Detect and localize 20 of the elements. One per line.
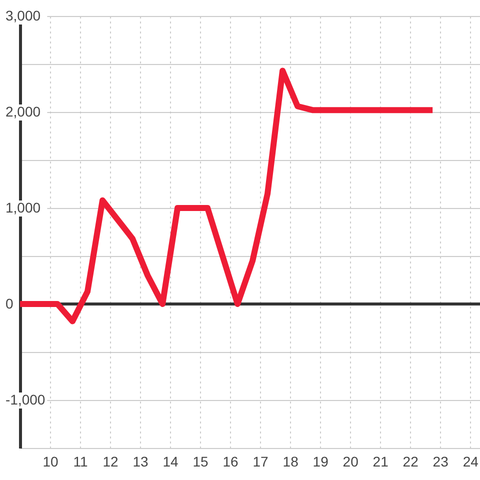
x-tick-label: 15: [192, 454, 209, 470]
x-tick-label: 20: [342, 454, 359, 470]
y-tick-label: 2,000: [6, 104, 41, 120]
x-tick-label: 12: [102, 454, 119, 470]
y-tick-label: 1,000: [6, 200, 41, 216]
y-tick-label: 3,000: [6, 8, 41, 24]
x-tick-label: 13: [132, 454, 149, 470]
x-tick-label: 18: [282, 454, 299, 470]
x-tick-label: 19: [312, 454, 329, 470]
y-tick-label: -1,000: [6, 392, 46, 408]
x-tick-label: 10: [42, 454, 59, 470]
x-tick-label: 14: [162, 454, 179, 470]
x-tick-label: 11: [73, 454, 88, 470]
x-tick-label: 16: [222, 454, 239, 470]
x-tick-label: 17: [252, 454, 269, 470]
x-tick-label: 22: [402, 454, 419, 470]
x-tick-label: 24: [462, 454, 479, 470]
x-tick-label: 21: [372, 454, 389, 470]
y-tick-label: 0: [6, 296, 14, 312]
x-tick-label: 23: [432, 454, 449, 470]
